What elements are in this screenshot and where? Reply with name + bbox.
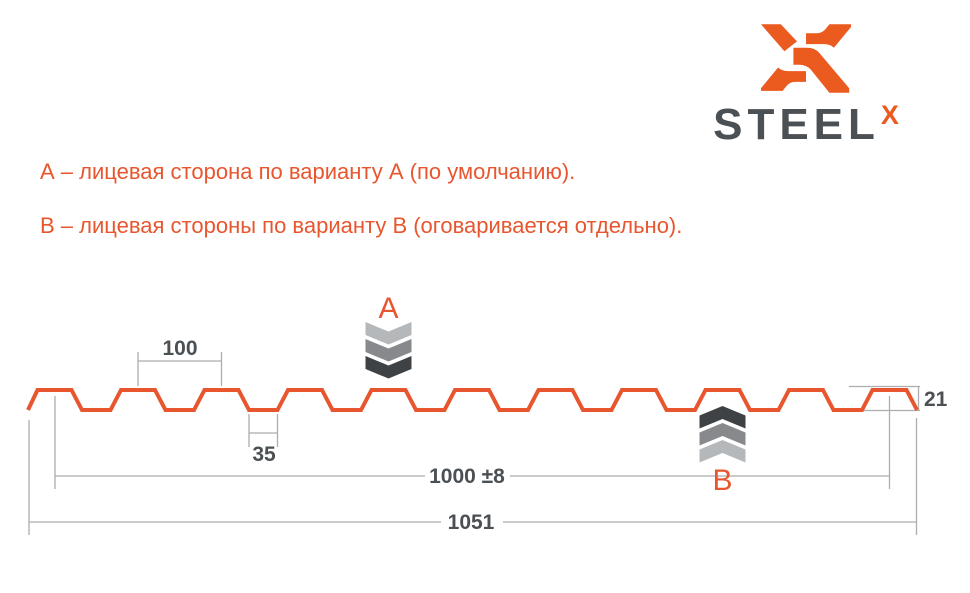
chevron-down-icon bbox=[365, 322, 412, 379]
marker-a-label: А bbox=[378, 292, 398, 325]
dim-valley-width: 35 bbox=[248, 414, 279, 466]
marker-side-b: В bbox=[699, 406, 746, 497]
steelx-logo: STEELX bbox=[700, 24, 912, 147]
dim-pitch: 100 bbox=[137, 337, 223, 386]
logo-wordmark-sup: X bbox=[880, 100, 899, 130]
dim-coverage-width-label: 1000 ±8 bbox=[429, 465, 505, 488]
note-variant-a: А – лицевая сторона по варианту А (по ум… bbox=[40, 159, 576, 184]
dim-coverage-width: 1000 ±8 bbox=[54, 396, 891, 489]
dim-overall-width-label: 1051 bbox=[448, 511, 495, 534]
logo-wordmark-text: STEEL bbox=[713, 100, 880, 149]
marker-side-a: А bbox=[365, 292, 412, 379]
dim-valley-width-label: 35 bbox=[252, 443, 276, 466]
dim-pitch-label: 100 bbox=[162, 337, 197, 360]
marker-b-label: В bbox=[712, 464, 732, 497]
logo-wordmark: STEELX bbox=[700, 100, 912, 149]
dim-profile-height-label: 21 bbox=[924, 388, 948, 411]
note-variant-b: В – лицевая стороны по варианту В (огова… bbox=[40, 213, 683, 238]
steelx-logo-icon bbox=[761, 24, 851, 93]
dim-overall-width: 1051 bbox=[28, 418, 918, 535]
profile-outline bbox=[26, 388, 919, 412]
chevron-up-icon bbox=[699, 406, 746, 463]
